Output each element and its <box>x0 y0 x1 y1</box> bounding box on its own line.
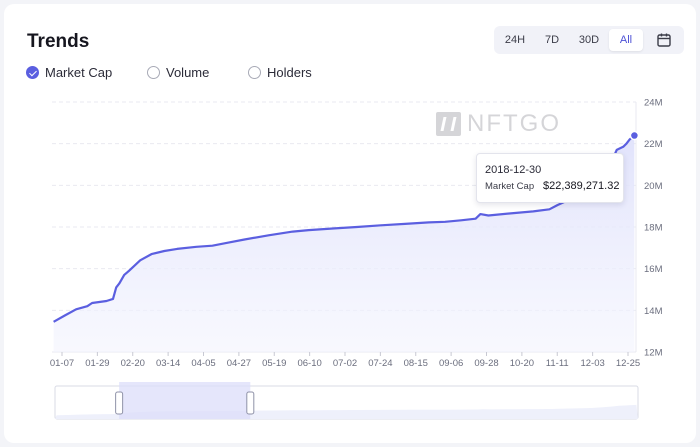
x-tick-label: 09-28 <box>474 358 498 369</box>
metric-market-cap[interactable]: Market Cap <box>26 65 112 80</box>
x-tick-label: 03-14 <box>156 358 180 369</box>
navigator-handle-left[interactable] <box>115 391 124 415</box>
nftgo-watermark: NFTGO <box>436 110 561 138</box>
x-tick-label: 04-27 <box>227 358 251 369</box>
market-cap-radio[interactable] <box>26 66 39 79</box>
metric-label: Market Cap <box>45 65 113 80</box>
chart-tooltip: 2018-12-30 Market Cap $22,389,271.32 <box>476 153 624 203</box>
x-tick-label: 12-25 <box>616 358 640 369</box>
series-area <box>53 135 635 352</box>
navigator-handle-right[interactable] <box>246 391 255 415</box>
x-tick-label: 11-11 <box>546 358 569 369</box>
card-title: Trends <box>27 31 90 52</box>
highlight-point <box>629 130 640 141</box>
y-tick-label: 24M <box>644 98 663 109</box>
y-tick-label: 16M <box>644 264 663 275</box>
x-tick-label: 01-07 <box>50 358 74 369</box>
nftgo-logo-icon <box>436 112 461 136</box>
calendar-icon[interactable] <box>654 30 674 50</box>
tooltip-value: $22,389,271.32 <box>543 180 620 192</box>
x-tick-label: 09-06 <box>439 358 463 369</box>
x-tick-label: 05-19 <box>262 358 286 369</box>
range-7d-button[interactable]: 7D <box>544 34 560 46</box>
tooltip-label: Market Cap <box>485 181 535 192</box>
x-tick-label: 08-15 <box>404 358 428 369</box>
metric-volume[interactable]: Volume <box>147 65 209 80</box>
y-tick-label: 14M <box>644 306 663 317</box>
x-tick-label: 02-20 <box>121 358 145 369</box>
y-tick-label: 12M <box>644 348 663 359</box>
y-tick-label: 22M <box>644 139 663 150</box>
range-all-button[interactable]: All <box>609 29 643 51</box>
watermark-text: NFTGO <box>467 110 561 137</box>
x-tick-label: 04-05 <box>191 358 215 369</box>
metric-label: Holders <box>267 65 312 80</box>
x-tick-label: 07-24 <box>368 358 392 369</box>
x-tick-label: 07-02 <box>333 358 357 369</box>
y-tick-label: 18M <box>644 223 663 234</box>
range-24h-button[interactable]: 24H <box>504 34 526 46</box>
tooltip-date: 2018-12-30 <box>485 164 542 176</box>
x-tick-label: 12-03 <box>580 358 604 369</box>
x-tick-label: 01-29 <box>85 358 109 369</box>
y-tick-label: 20M <box>644 181 663 192</box>
range-30d-button[interactable]: 30D <box>578 34 600 46</box>
metric-holders[interactable]: Holders <box>248 65 312 80</box>
x-tick-label: 06-10 <box>297 358 321 369</box>
metric-label: Volume <box>166 65 210 80</box>
time-range-selector: 24H 7D 30D All <box>494 26 684 54</box>
x-tick-label: 10-20 <box>510 358 534 369</box>
volume-radio[interactable] <box>147 66 160 79</box>
holders-radio[interactable] <box>248 66 261 79</box>
navigator-selection <box>119 382 251 419</box>
